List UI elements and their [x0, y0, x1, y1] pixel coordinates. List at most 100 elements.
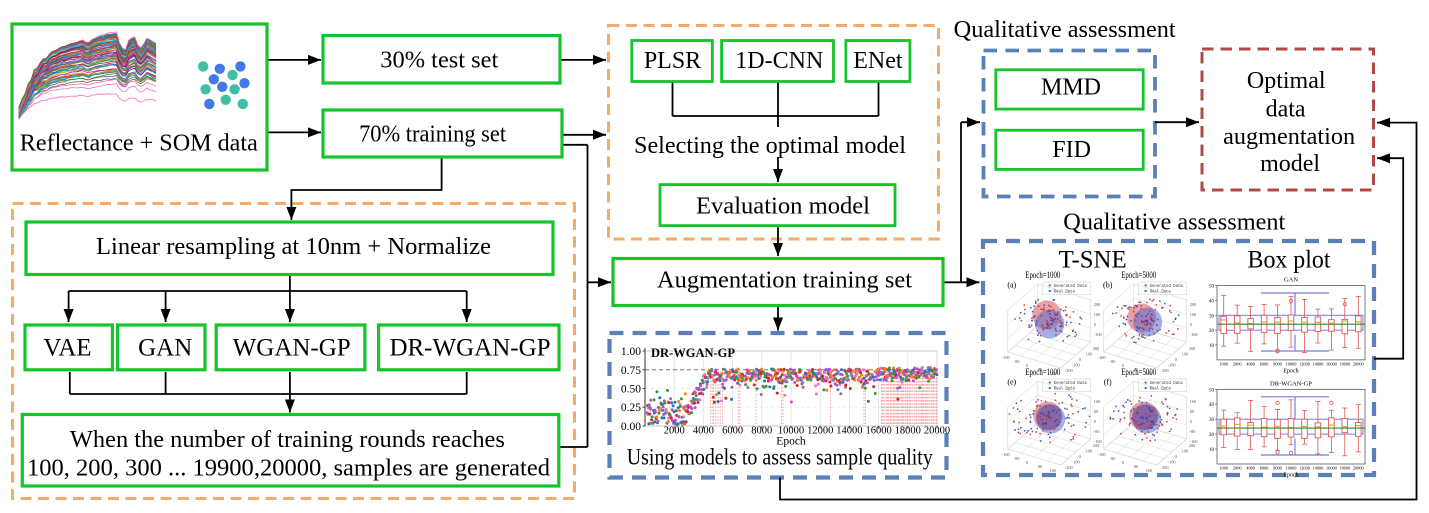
svg-text:18000: 18000 [895, 426, 921, 437]
svg-text:-160: -160 [1002, 452, 1010, 457]
svg-text:50: 50 [1209, 388, 1215, 393]
svg-text:8000: 8000 [1273, 466, 1282, 471]
svg-text:6000: 6000 [1260, 466, 1269, 471]
svg-text:18000: 18000 [1339, 466, 1350, 471]
svg-text:PLSR: PLSR [644, 48, 701, 74]
svg-text:When the number of training ro: When the number of training rounds reach… [70, 427, 505, 453]
svg-text:80: 80 [1038, 464, 1042, 469]
svg-text:Generated Data: Generated Data [1150, 380, 1183, 386]
svg-text:160: 160 [1146, 371, 1152, 376]
svg-text:10000: 10000 [778, 426, 804, 437]
svg-text:-100: -100 [1072, 460, 1080, 465]
svg-text:200: 200 [1190, 302, 1196, 307]
svg-text:0: 0 [1079, 357, 1081, 362]
svg-text:Real Data: Real Data [1054, 386, 1075, 392]
svg-text:Linear resampling at 10nm + No: Linear resampling at 10nm + Normalize [96, 234, 491, 260]
svg-text:VAE: VAE [43, 335, 91, 362]
svg-text:14000: 14000 [836, 426, 862, 437]
svg-text:augmentation: augmentation [1223, 124, 1355, 150]
svg-text:-200: -200 [1065, 465, 1073, 470]
svg-text:Qualitative assessment: Qualitative assessment [1063, 210, 1285, 236]
svg-text:100: 100 [1086, 449, 1092, 454]
svg-text:100: 100 [1182, 449, 1188, 454]
svg-text:Augmentation training set: Augmentation training set [657, 268, 912, 294]
svg-text:0.50: 0.50 [621, 384, 641, 396]
svg-text:10: 10 [1209, 448, 1215, 453]
svg-text:Reflectance + SOM data: Reflectance + SOM data [20, 131, 258, 157]
svg-text:Box plot: Box plot [1248, 246, 1331, 273]
svg-text:160: 160 [1146, 468, 1152, 473]
svg-text:200: 200 [1094, 302, 1100, 307]
svg-text:10: 10 [1209, 344, 1215, 349]
svg-text:200: 200 [1093, 346, 1099, 351]
svg-text:20: 20 [1209, 329, 1215, 334]
svg-text:ENet: ENet [853, 48, 903, 74]
svg-text:30% test set: 30% test set [380, 47, 498, 73]
svg-text:-100: -100 [1168, 363, 1176, 368]
svg-text:model: model [1260, 151, 1320, 177]
svg-text:0: 0 [1122, 363, 1124, 368]
svg-text:70% training set: 70% training set [359, 121, 506, 147]
svg-text:100: 100 [1094, 312, 1100, 317]
svg-text:-100: -100 [1168, 460, 1176, 465]
svg-text:-200: -200 [1065, 368, 1073, 373]
svg-text:14000: 14000 [1313, 466, 1324, 471]
svg-text:-200: -200 [1161, 368, 1169, 373]
svg-text:200: 200 [1189, 443, 1195, 448]
svg-text:200: 200 [1093, 443, 1099, 448]
svg-text:Generated Data: Generated Data [1150, 283, 1183, 289]
svg-text:0: 0 [1175, 357, 1177, 362]
svg-text:0: 0 [1094, 419, 1096, 424]
svg-text:80: 80 [1094, 409, 1098, 414]
svg-text:0.00: 0.00 [621, 421, 641, 433]
svg-text:18000: 18000 [1339, 361, 1350, 366]
svg-text:Epoch: Epoch [1283, 368, 1298, 374]
svg-text:100: 100 [1182, 352, 1188, 357]
svg-text:-160: -160 [1098, 355, 1106, 360]
svg-text:Epoch=1000: Epoch=1000 [1025, 367, 1060, 377]
svg-text:-160: -160 [1094, 439, 1102, 444]
svg-text:10000: 10000 [1286, 361, 1297, 366]
svg-text:80: 80 [1038, 367, 1042, 372]
svg-text:0: 0 [1026, 363, 1028, 368]
svg-text:160: 160 [1190, 399, 1196, 404]
svg-text:-160: -160 [1002, 355, 1010, 360]
svg-text:0: 0 [1026, 460, 1028, 465]
svg-text:40: 40 [1209, 403, 1215, 408]
svg-text:16000: 16000 [865, 426, 891, 437]
svg-text:0: 0 [1079, 454, 1081, 459]
svg-text:T-SNE: T-SNE [1059, 246, 1127, 273]
svg-text:-160: -160 [1190, 439, 1198, 444]
svg-text:0.25: 0.25 [621, 402, 641, 414]
svg-text:16000: 16000 [1326, 466, 1337, 471]
svg-text:160: 160 [1050, 468, 1056, 473]
svg-text:-160: -160 [1098, 452, 1106, 457]
svg-text:DR-WGAN-GP: DR-WGAN-GP [389, 335, 550, 362]
svg-text:100: 100 [1086, 352, 1092, 357]
svg-text:data: data [1266, 97, 1306, 123]
svg-text:20: 20 [1209, 433, 1215, 438]
svg-text:Selecting the optimal model: Selecting the optimal model [634, 133, 906, 159]
svg-text:2000: 2000 [1233, 466, 1242, 471]
svg-text:-80: -80 [1014, 359, 1020, 364]
svg-text:Real Data: Real Data [1150, 289, 1171, 295]
svg-text:12000: 12000 [807, 426, 833, 437]
svg-text:-80: -80 [1110, 359, 1116, 364]
svg-text:12000: 12000 [1299, 466, 1310, 471]
svg-text:8000: 8000 [751, 426, 772, 437]
svg-text:1D-CNN: 1D-CNN [735, 48, 823, 74]
svg-text:Epoch: Epoch [776, 436, 806, 448]
svg-text:DR-WGAN-GP: DR-WGAN-GP [1270, 380, 1312, 387]
svg-text:-100: -100 [1094, 332, 1102, 337]
svg-text:20000: 20000 [924, 426, 950, 437]
svg-text:4000: 4000 [1246, 361, 1255, 366]
svg-text:0: 0 [1094, 322, 1096, 327]
svg-text:FID: FID [1052, 137, 1091, 163]
svg-text:6000: 6000 [722, 426, 743, 437]
svg-text:20000: 20000 [1353, 466, 1364, 471]
svg-text:DR-WGAN-GP: DR-WGAN-GP [651, 346, 735, 360]
svg-text:16000: 16000 [1326, 361, 1337, 366]
svg-text:200: 200 [1189, 346, 1195, 351]
svg-text:10000: 10000 [1286, 466, 1297, 471]
svg-text:0: 0 [1190, 322, 1192, 327]
